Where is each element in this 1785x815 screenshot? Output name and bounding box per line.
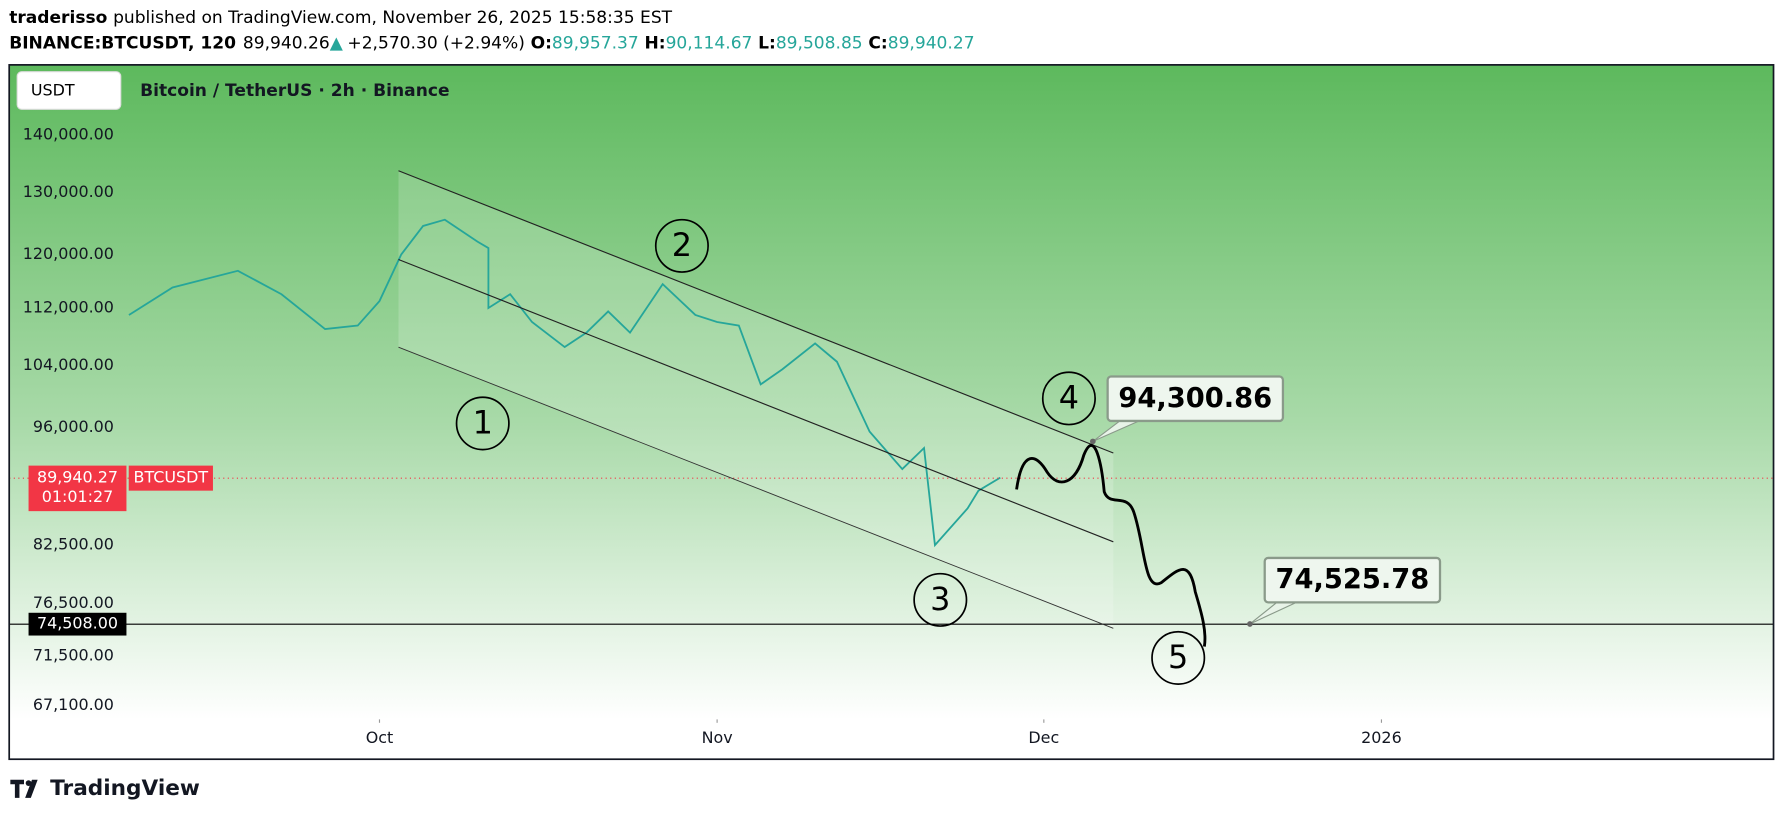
wave-circle — [1151, 630, 1206, 685]
footer-logo: TradingView — [10, 776, 200, 801]
level-label: 74,508.00 — [37, 614, 118, 633]
y-tick-label: 140,000.00 — [23, 124, 114, 143]
wave-circle — [654, 218, 709, 273]
wave-label: 5 — [1168, 638, 1188, 676]
y-tick-label: 112,000.00 — [23, 297, 114, 316]
wave-label: 3 — [930, 580, 950, 618]
price-tag — [28, 465, 127, 512]
close: 89,940.27 — [888, 33, 975, 53]
time-axis-background — [9, 719, 1774, 760]
target-label: 94,300.86 — [1118, 383, 1272, 414]
channel-fill — [398, 170, 1114, 629]
high: 90,114.67 — [666, 33, 753, 53]
y-tick-label: 104,000.00 — [23, 355, 114, 374]
currency: USDT — [31, 81, 75, 100]
target-point — [1247, 621, 1253, 627]
o-label: O: — [531, 33, 552, 53]
target-label: 74,525.78 — [1276, 564, 1430, 595]
brand: TradingView — [50, 776, 200, 801]
x-tick-label: Nov — [702, 728, 733, 747]
y-tick-label: 96,000.00 — [33, 417, 114, 436]
l-label: L: — [758, 33, 776, 53]
countdown: 01:01:27 — [42, 487, 114, 506]
low: 89,508.85 — [776, 33, 863, 53]
price-line — [128, 218, 1001, 548]
chart-layer: 140,000.00 130,000.00 120,000.00 112,000.00… — [9, 124, 1774, 747]
header-line-1: traderisso published on TradingView.com, … — [9, 8, 672, 28]
channel-upper — [398, 170, 1114, 454]
wave-label: 2 — [672, 226, 692, 264]
logo-dot — [25, 780, 32, 786]
callout-box — [1263, 556, 1442, 604]
last: 89,940.26 — [243, 33, 330, 53]
y-tick-label: 82,500.00 — [33, 535, 114, 554]
channel-middle — [398, 258, 1114, 543]
x-tick-label: 2026 — [1361, 728, 1402, 747]
wave-circle — [455, 396, 510, 451]
logo-icon — [10, 779, 38, 798]
plot-background — [9, 64, 1774, 720]
series-tag — [128, 465, 213, 491]
author: traderisso — [9, 8, 107, 28]
y-tick-label: 130,000.00 — [23, 182, 114, 201]
h-label: H: — [644, 33, 665, 53]
open: 89,957.37 — [552, 33, 639, 53]
published: published on TradingView.com, November 2… — [113, 8, 673, 28]
x-tick-label: Oct — [366, 728, 394, 747]
header-line-2: BINANCE:BTCUSDT, 120 89,940.26▲ +2,570.30 … — [9, 33, 974, 53]
wave-label: 1 — [473, 404, 493, 442]
currency-button[interactable] — [16, 71, 122, 110]
wave-label: 4 — [1059, 379, 1079, 417]
c-label: C: — [868, 33, 887, 53]
series-tag-label: BTCUSDT — [134, 468, 209, 487]
wave-labels: 1 2 3 4 5 — [455, 218, 1206, 685]
callout-box — [1106, 375, 1285, 423]
change: +2,570.30 (+2.94%) — [347, 33, 525, 53]
y-tick-label: 120,000.00 — [23, 244, 114, 263]
wave-circle — [913, 572, 968, 627]
level-tag — [28, 612, 127, 636]
y-tick-label: 71,500.00 — [33, 646, 114, 665]
symbol: BINANCE:BTCUSDT, 120 — [9, 33, 236, 53]
channel-lower — [398, 346, 1114, 629]
x-tick-label: Dec — [1028, 728, 1059, 747]
arrow: ▲ — [330, 33, 344, 53]
symbol-title: Bitcoin / TetherUS · 2h · Binance — [140, 81, 449, 101]
target-point — [1089, 438, 1096, 445]
y-tick-label: 67,100.00 — [33, 695, 114, 714]
y-tick-label: 76,500.00 — [33, 593, 114, 612]
projection-path — [1015, 444, 1207, 647]
chart-border — [8, 64, 1775, 761]
price-tag-label: 89,940.27 — [37, 468, 118, 487]
wave-circle — [1041, 371, 1096, 426]
